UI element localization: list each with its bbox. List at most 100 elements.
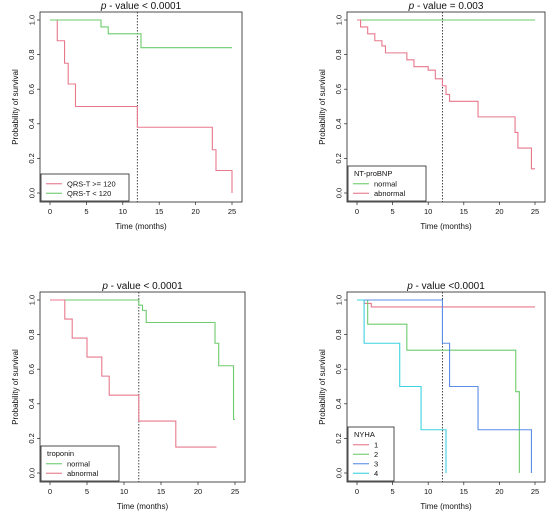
legend-title: troponin (47, 449, 74, 458)
chart-title: p - value = 0.003 (408, 1, 484, 12)
y-axis-label: Probability of survival (11, 349, 20, 425)
y-tick-label: 0.8 (334, 329, 343, 339)
y-tick-label: 0.0 (334, 188, 343, 198)
x-tick-label: 25 (231, 487, 239, 496)
x-axis-label: Time (months) (420, 502, 472, 511)
y-tick-label: 0.8 (27, 329, 36, 339)
plot-frame (39, 11, 243, 203)
y-tick-label: 0.2 (27, 153, 36, 163)
x-tick-label: 0 (48, 207, 52, 216)
plot-frame (39, 291, 246, 483)
survival-curve-3 (357, 299, 532, 473)
x-tick-label: 10 (424, 487, 432, 496)
title-p-italic: p (100, 1, 107, 12)
y-tick-label: 0.8 (27, 49, 36, 59)
x-tick-label: 10 (424, 207, 432, 216)
chart-panel-2: p - value = 0.003 0 5 10 15 20 25 0.0 0.2 0.4 0.6 0… (318, 1, 546, 231)
legend-title: NYHA (354, 430, 375, 439)
chart-panel-1: p - value < 0.0001 0 5 10 15 20 25 0.0 0.2 0.4 0.6… (11, 1, 243, 231)
y-tick-label: 0.2 (334, 153, 343, 163)
plot-frame (346, 11, 546, 203)
x-tick-label: 25 (228, 207, 236, 216)
x-axis-label: Time (months) (115, 222, 167, 231)
legend-label-2: QRS-T < 120 (67, 189, 111, 198)
y-tick-label: 0.0 (334, 468, 343, 478)
y-tick-label: 0.2 (334, 433, 343, 443)
y-axis-label: Probability of survival (318, 69, 327, 145)
x-tick-label: 10 (120, 487, 128, 496)
title-p-italic: p (408, 1, 415, 12)
y-tick-label: 0.6 (27, 364, 36, 374)
x-tick-label: 5 (84, 207, 88, 216)
title-rest: - value = 0.003 (414, 1, 484, 12)
chart-title: p - value <0.0001 (406, 281, 485, 292)
x-tick-label: 25 (531, 487, 539, 496)
x-tick-label: 15 (460, 487, 468, 496)
chart-title: p - value < 0.0001 (101, 281, 183, 292)
title-p-italic: p (406, 281, 413, 292)
y-axis-label: Probability of survival (11, 69, 20, 145)
x-tick-label: 25 (531, 207, 539, 216)
survival-curve-2 (357, 19, 535, 170)
x-tick-label: 0 (355, 487, 359, 496)
x-tick-label: 20 (194, 487, 202, 496)
legend-title: NT-proBNP (354, 169, 392, 178)
legend-label-2: abnormal (374, 189, 406, 198)
plot-frame (346, 291, 546, 483)
title-rest: - value < 0.0001 (106, 1, 181, 12)
x-tick-label: 10 (119, 207, 127, 216)
x-tick-label: 5 (391, 487, 395, 496)
y-axis-label: Probability of survival (318, 349, 327, 425)
legend-label-2: abnormal (67, 469, 99, 478)
x-tick-label: 0 (48, 487, 52, 496)
title-rest: - value < 0.0001 (108, 281, 183, 292)
y-tick-label: 0.0 (27, 468, 36, 478)
y-tick-label: 0.6 (334, 364, 343, 374)
y-tick-label: 0.4 (27, 119, 36, 129)
y-tick-label: 0.4 (334, 399, 343, 409)
title-p-italic: p (101, 281, 108, 292)
y-tick-label: 1.0 (334, 15, 343, 25)
y-tick-label: 0.4 (334, 119, 343, 129)
legend-label-1: normal (67, 460, 90, 469)
chart-panel-4: p - value <0.0001 0 5 10 15 20 25 0.0 0.2 0.4 0.6 0… (318, 281, 546, 511)
y-tick-label: 1.0 (27, 15, 36, 25)
legend-box (40, 173, 130, 202)
y-tick-label: 0.6 (27, 84, 36, 94)
y-tick-label: 0.8 (334, 49, 343, 59)
survival-curve-1 (357, 299, 535, 308)
legend-label-2: 2 (374, 450, 378, 459)
legend-box (347, 426, 395, 482)
legend-label-3: 3 (374, 460, 378, 469)
y-tick-label: 0.2 (27, 433, 36, 443)
y-tick-label: 0.4 (27, 399, 36, 409)
x-tick-label: 15 (460, 207, 468, 216)
x-tick-label: 15 (157, 487, 165, 496)
survival-curve-1 (50, 19, 233, 193)
survival-curve-2 (50, 19, 232, 49)
chart-title: p - value < 0.0001 (100, 1, 182, 12)
x-tick-label: 15 (155, 207, 163, 216)
x-tick-label: 0 (355, 207, 359, 216)
survival-curve-1 (50, 299, 235, 420)
y-tick-label: 1.0 (27, 295, 36, 305)
x-tick-label: 20 (495, 487, 503, 496)
x-tick-label: 20 (495, 207, 503, 216)
x-tick-label: 5 (391, 207, 395, 216)
x-axis-label: Time (months) (117, 502, 169, 511)
y-tick-label: 1.0 (334, 295, 343, 305)
y-tick-label: 0.0 (27, 188, 36, 198)
legend-label-1: 1 (374, 441, 378, 450)
legend-label-1: QRS-T >= 120 (67, 180, 116, 189)
y-tick-label: 0.6 (334, 84, 343, 94)
legend-label-4: 4 (374, 469, 378, 478)
survival-curve-2 (357, 299, 520, 473)
chart-panel-3: p - value < 0.0001 0 5 10 15 20 25 0.0 0.2 0.4 0.6… (11, 281, 246, 511)
title-rest: - value <0.0001 (413, 281, 485, 292)
legend-label-1: normal (374, 180, 397, 189)
x-tick-label: 20 (191, 207, 199, 216)
x-tick-label: 5 (85, 487, 89, 496)
x-axis-label: Time (months) (420, 222, 472, 231)
survival-curve-4 (357, 299, 447, 473)
